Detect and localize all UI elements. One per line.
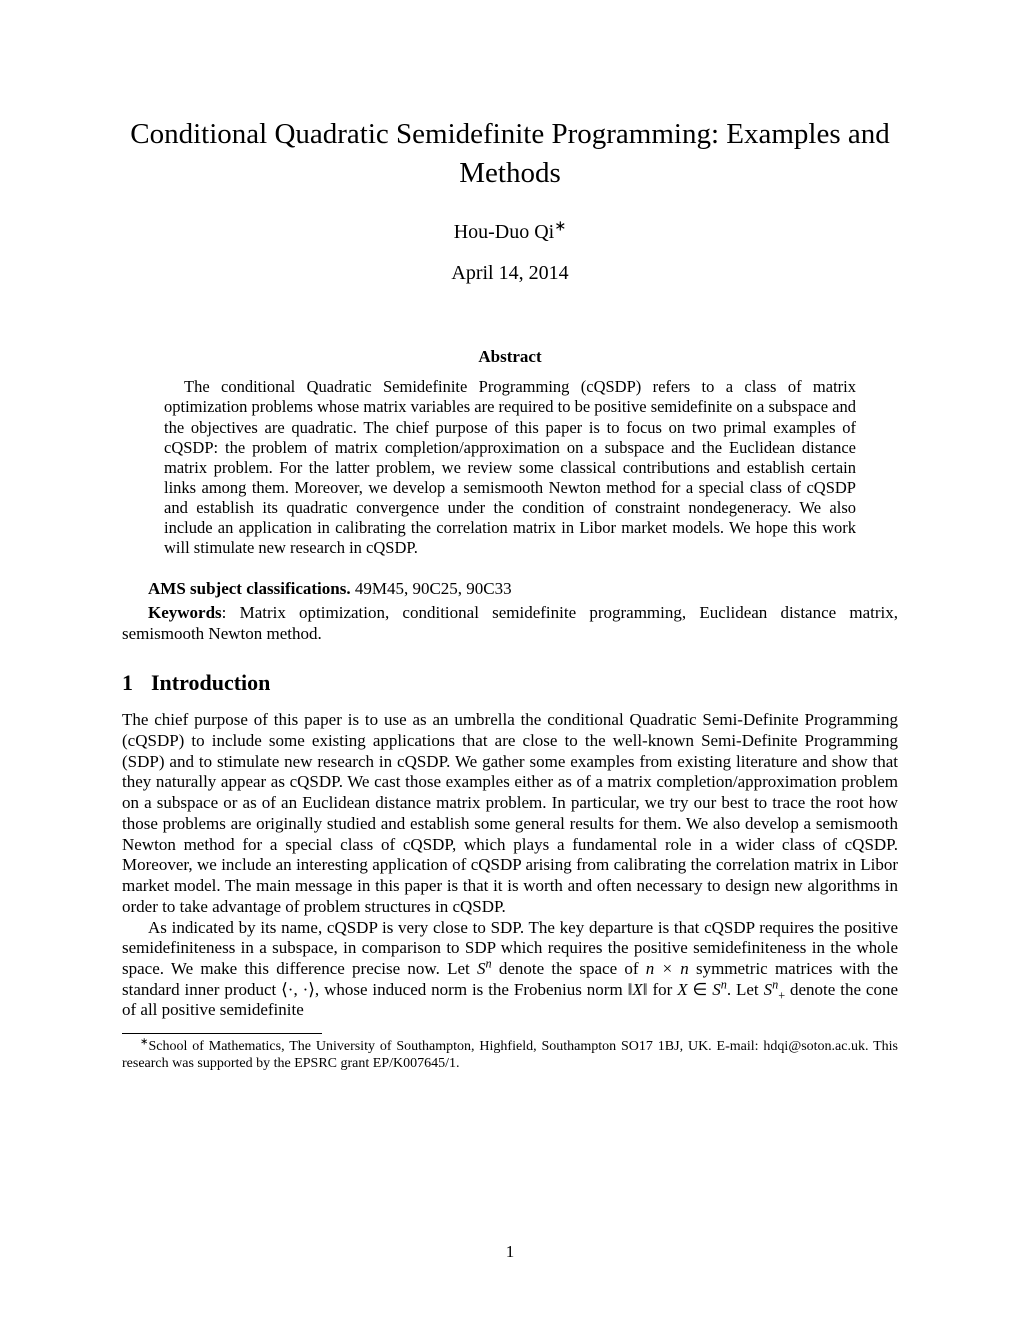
- p2-text-4: for: [648, 980, 678, 999]
- author-line: Hou-Duo Qi∗: [122, 221, 898, 244]
- ams-label: AMS subject classifications.: [148, 579, 351, 598]
- author-footnote-marker: ∗: [554, 219, 566, 235]
- page-container: Conditional Quadratic Semidefinite Progr…: [0, 0, 1020, 1146]
- p2-math-S2-cal: S: [712, 980, 721, 999]
- p2-math-XinS-a: X: [677, 980, 692, 999]
- intro-paragraph-2: As indicated by its name, cQSDP is very …: [122, 918, 898, 1022]
- section-number: 1: [122, 670, 133, 696]
- p2-math-nxn: n × n: [646, 959, 689, 978]
- section-heading: 1 Introduction: [122, 670, 898, 696]
- keywords-text: : Matrix optimization, conditional semid…: [122, 603, 898, 643]
- page-number: 1: [0, 1242, 1020, 1262]
- p2-text-2: denote the space of: [492, 959, 646, 978]
- footnote: ∗School of Mathematics, The University o…: [122, 1038, 898, 1072]
- footnote-text: School of Mathematics, The University of…: [122, 1039, 898, 1071]
- abstract-heading: Abstract: [122, 347, 898, 367]
- paper-date: April 14, 2014: [122, 262, 898, 285]
- author-name: Hou-Duo Qi: [454, 221, 555, 243]
- p2-text-5: . Let: [727, 980, 764, 999]
- p2-math-S3-cal: S: [764, 980, 773, 999]
- section-title: Introduction: [151, 670, 270, 695]
- ams-classifications: AMS subject classifications. 49M45, 90C2…: [122, 578, 898, 599]
- abstract-body: The conditional Quadratic Semidefinite P…: [164, 377, 856, 558]
- p2-math-normX: ‖X‖: [628, 980, 648, 999]
- ams-codes: 49M45, 90C25, 90C33: [351, 579, 512, 598]
- intro-paragraph-1: The chief purpose of this paper is to us…: [122, 710, 898, 917]
- p2-math-in: ∈: [692, 980, 712, 999]
- paper-title: Conditional Quadratic Semidefinite Progr…: [122, 115, 898, 193]
- keywords-line: Keywords: Matrix optimization, condition…: [122, 602, 898, 645]
- footnote-rule: [122, 1033, 322, 1034]
- keywords-label: Keywords: [148, 603, 222, 622]
